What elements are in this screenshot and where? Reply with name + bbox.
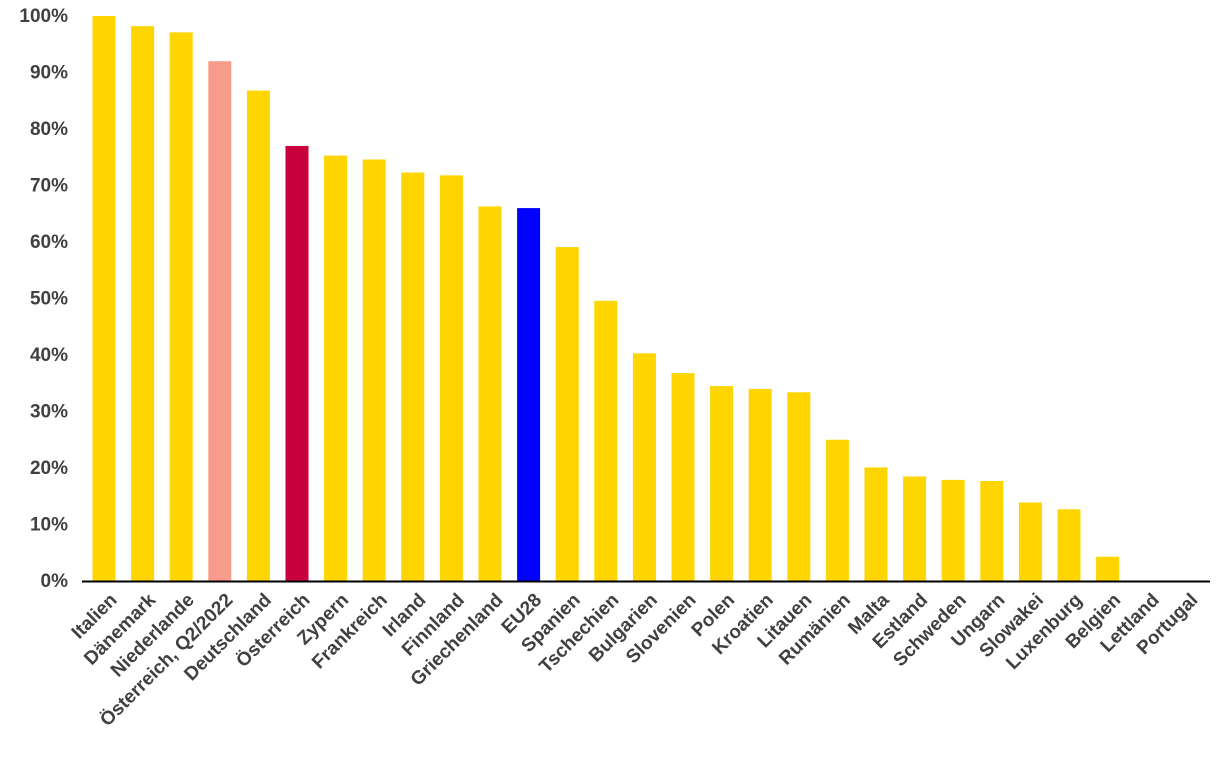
bar xyxy=(478,206,502,581)
bar xyxy=(324,155,348,581)
bar xyxy=(517,208,541,581)
y-tick-label: 70% xyxy=(30,176,68,197)
bars xyxy=(92,16,1120,582)
y-tick-label: 80% xyxy=(30,119,68,140)
bar xyxy=(1018,502,1042,581)
bar xyxy=(92,16,116,581)
y-axis-ticks: 0% 10% 20% 30% 40% 50% 60% 70% 80% 90% 100% xyxy=(19,6,68,592)
bar xyxy=(1096,556,1120,581)
bar xyxy=(787,392,811,581)
y-tick-label: 50% xyxy=(30,289,68,310)
bar xyxy=(246,90,270,581)
bar xyxy=(555,247,579,581)
y-tick-label: 40% xyxy=(30,345,68,366)
bar xyxy=(825,439,849,581)
y-tick-label: 30% xyxy=(30,402,68,423)
bar xyxy=(864,467,888,581)
bar xyxy=(594,300,618,581)
bar xyxy=(131,26,155,582)
bar xyxy=(439,175,463,581)
bar xyxy=(632,353,656,581)
y-tick-label: 10% xyxy=(30,515,68,536)
y-tick-label: 90% xyxy=(30,63,68,84)
bar xyxy=(208,61,232,581)
bar xyxy=(941,479,965,581)
bar xyxy=(1057,509,1081,581)
bar xyxy=(285,145,309,581)
bar xyxy=(401,172,425,581)
bar xyxy=(169,32,193,581)
bar xyxy=(903,476,927,581)
bar xyxy=(710,386,734,581)
y-tick-label: 60% xyxy=(30,232,68,253)
bar xyxy=(671,373,695,581)
y-tick-label: 20% xyxy=(30,458,68,479)
y-tick-label: 0% xyxy=(41,571,69,592)
bar xyxy=(980,481,1004,581)
y-tick-label: 100% xyxy=(19,6,68,27)
bar xyxy=(362,159,386,581)
bar xyxy=(748,388,772,581)
